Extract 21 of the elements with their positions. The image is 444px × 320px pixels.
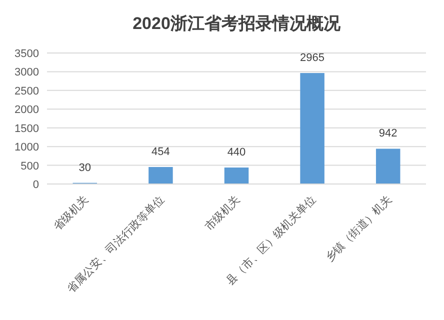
x-tick-label: 乡镇（街道）机关 [322, 192, 394, 264]
y-tick-label: 500 [20, 160, 39, 172]
chart-title: 2020浙江省考招录情况概况 [132, 14, 342, 33]
data-label: 440 [227, 146, 246, 159]
bar [224, 168, 249, 184]
y-tick-label: 3000 [14, 66, 39, 79]
data-label: 454 [152, 146, 170, 158]
y-tick-label: 2500 [14, 85, 39, 98]
y-tick-label: 3500 [14, 48, 39, 60]
data-label: 2965 [300, 52, 325, 64]
bar [148, 167, 173, 184]
bar [376, 148, 400, 184]
y-tick-label: 0 [32, 179, 39, 191]
y-tick-label: 1500 [14, 122, 39, 135]
x-tick-label: 市级机关 [202, 192, 243, 234]
y-tick-label: 2000 [14, 104, 39, 116]
x-tick-label: 省级机关 [50, 192, 92, 234]
bar [300, 73, 324, 184]
y-tick-label: 1000 [14, 142, 39, 154]
data-label: 942 [378, 128, 398, 140]
data-label: 30 [78, 162, 92, 174]
